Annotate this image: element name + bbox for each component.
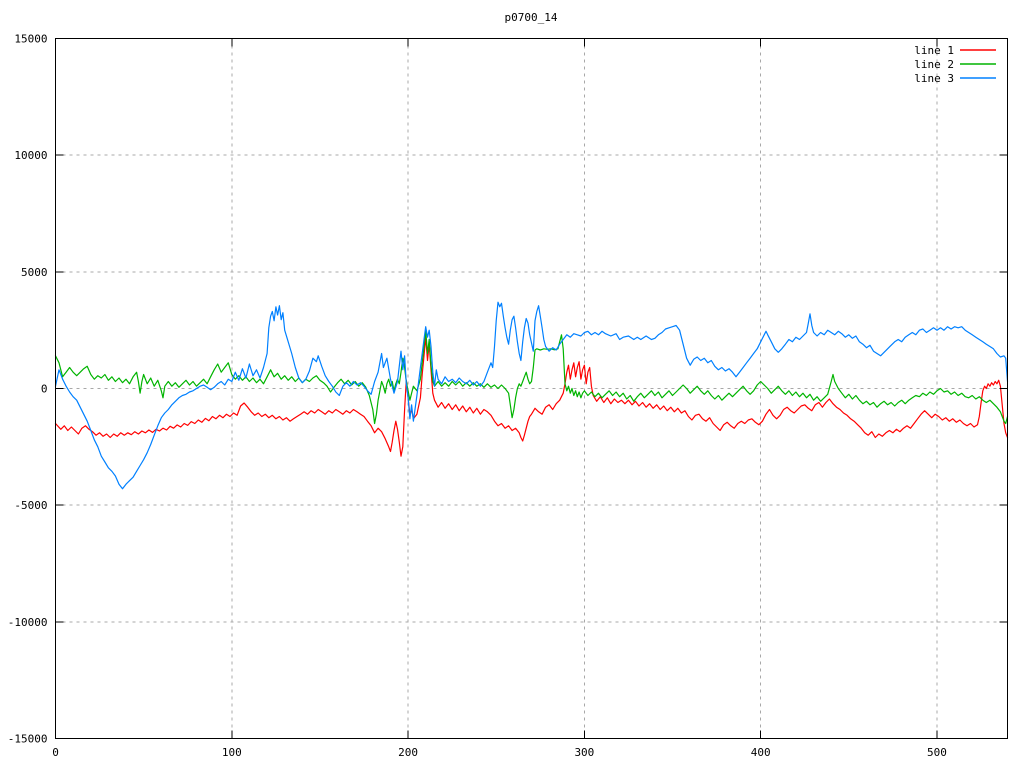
chart-title: p0700_14 (505, 11, 558, 24)
axes: 0 100 200 300 400 500 -15000 -10000 -5000 0 5000 10… (8, 33, 1008, 759)
x-tick-label-400: 400 (751, 746, 771, 759)
grid (55, 38, 1008, 739)
legend-label-3: line 3 (914, 72, 954, 85)
x-tick-label-0: 0 (52, 746, 59, 759)
y-tick-label-10000: 10000 (14, 149, 47, 162)
x-tick-label-300: 300 (574, 746, 594, 759)
x-tick-label-100: 100 (222, 746, 242, 759)
x-tick-label-500: 500 (927, 746, 947, 759)
series-line-1 (54, 336, 1009, 457)
x-tick-label-200: 200 (398, 746, 418, 759)
series (54, 301, 1009, 490)
y-tick-label-15000: 15000 (14, 33, 47, 46)
series-line-2 (54, 329, 1009, 425)
y-tick-label--10000: -10000 (8, 616, 48, 629)
y-tick-label--15000: -15000 (8, 733, 48, 746)
y-tick-label-0: 0 (41, 383, 48, 396)
y-tick-label-5000: 5000 (21, 266, 48, 279)
legend-label-2: line 2 (914, 58, 954, 71)
legend-label-1: line 1 (914, 44, 954, 57)
series-line-3 (54, 301, 1009, 490)
y-tick-label--5000: -5000 (14, 499, 47, 512)
